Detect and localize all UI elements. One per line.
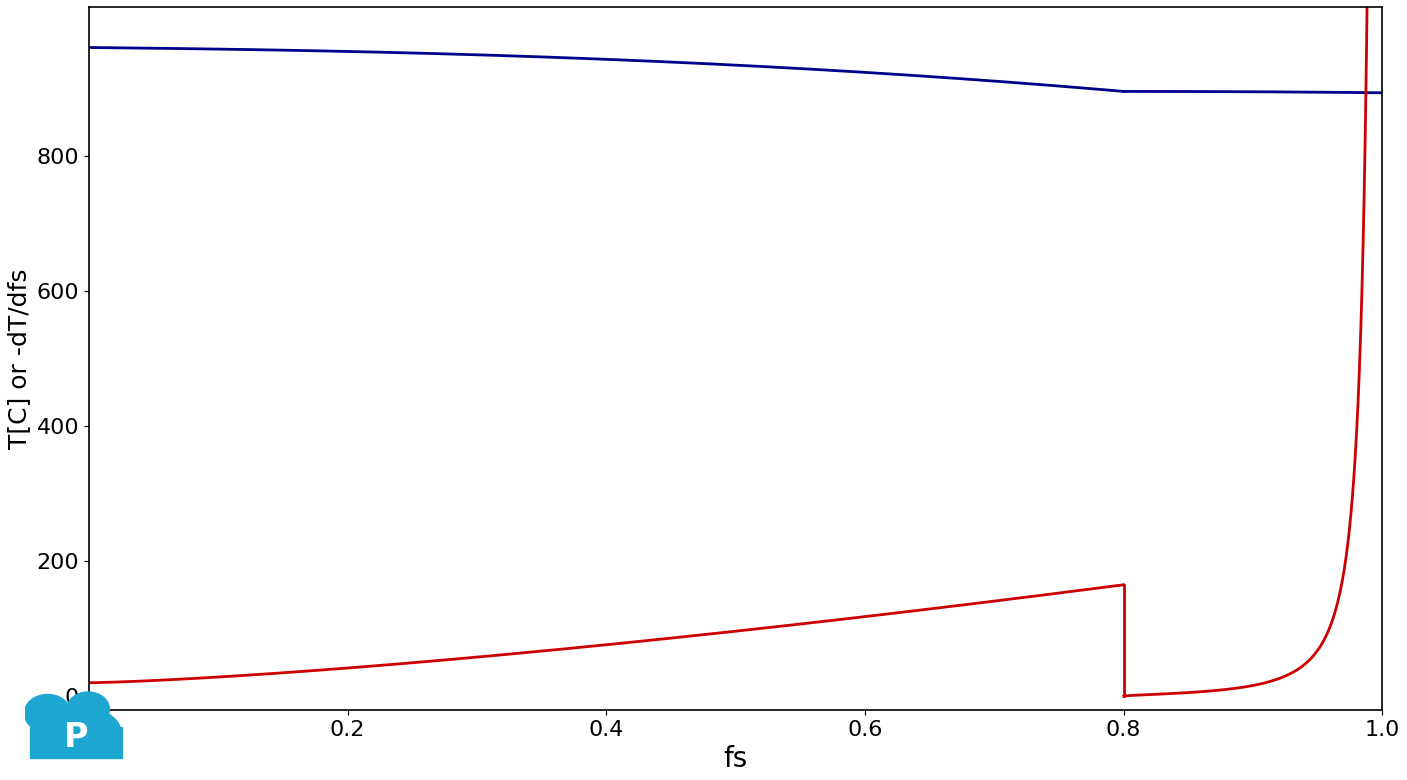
Y-axis label: T[C] or -dT/dfs: T[C] or -dT/dfs bbox=[7, 268, 31, 448]
Text: P: P bbox=[63, 722, 89, 754]
Circle shape bbox=[24, 694, 70, 732]
Ellipse shape bbox=[31, 706, 121, 757]
Circle shape bbox=[68, 692, 110, 726]
X-axis label: fs: fs bbox=[723, 745, 747, 773]
Bar bbox=[31, 727, 121, 758]
